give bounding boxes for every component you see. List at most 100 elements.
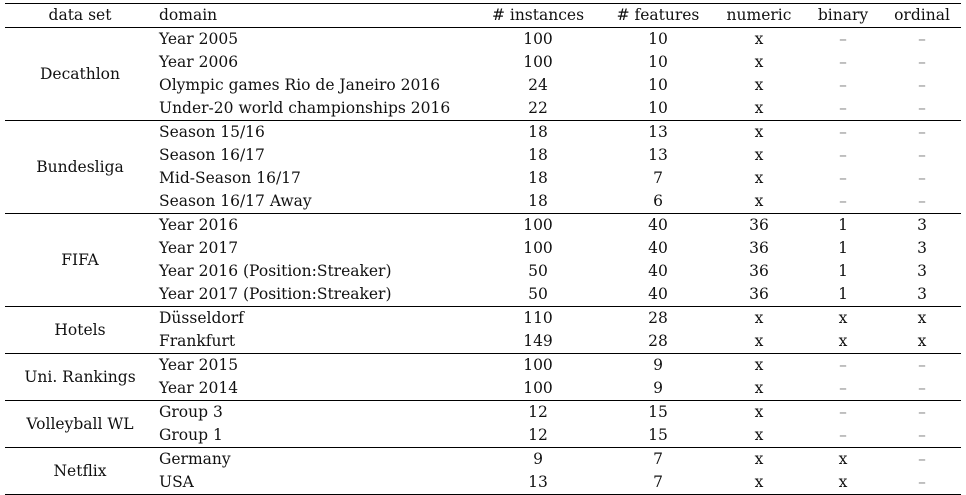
instances-cell: 12 — [528, 403, 548, 421]
table-row: Mid-Season 16/17 18 7 x – – — [5, 167, 961, 190]
numeric-cell: x — [754, 426, 764, 444]
dataset-group: FIFA Year 2016 100 40 36 1 3 Year 2017 100 40 36 1 3… — [5, 214, 961, 307]
table-row: Group 1 12 15 x – – — [5, 424, 961, 448]
domain-cell: Olympic games Rio de Janeiro 2016 — [159, 76, 441, 94]
domain-cell: Frankfurt — [159, 332, 236, 350]
features-cell: 15 — [648, 403, 668, 421]
ordinal-cell: – — [918, 30, 926, 48]
instances-cell: 50 — [528, 262, 548, 280]
binary-cell: – — [839, 169, 847, 187]
domain-cell: Düsseldorf — [159, 309, 244, 327]
features-cell: 9 — [653, 356, 663, 374]
instances-cell: 50 — [528, 285, 548, 303]
dataset-group: Netflix Germany 9 7 x x – USA 13 7 x x – — [5, 448, 961, 495]
binary-cell: x — [838, 309, 848, 327]
table-row: Year 2006 100 10 x – – — [5, 51, 961, 74]
features-cell: 7 — [653, 473, 663, 491]
table-row: Season 16/17 18 13 x – – — [5, 144, 961, 167]
binary-cell: – — [839, 426, 847, 444]
instances-cell: 100 — [523, 356, 553, 374]
ordinal-cell: – — [918, 356, 926, 374]
domain-cell: Year 2014 — [159, 379, 239, 397]
numeric-cell: x — [754, 332, 764, 350]
dataset-table: data set domain # instances # features n… — [5, 3, 961, 495]
instances-cell: 100 — [523, 379, 553, 397]
table-row: Olympic games Rio de Janeiro 2016 24 10 x – – — [5, 74, 961, 97]
domain-cell: Mid-Season 16/17 — [159, 169, 301, 187]
instances-cell: 18 — [528, 169, 548, 187]
binary-cell: – — [839, 146, 847, 164]
ordinal-cell: 3 — [917, 262, 927, 280]
table-row: Netflix Germany 9 7 x x – — [5, 448, 961, 480]
ordinal-cell: – — [918, 379, 926, 397]
features-cell: 9 — [653, 379, 663, 397]
features-cell: 40 — [648, 262, 668, 280]
features-cell: 40 — [648, 239, 668, 257]
numeric-cell: x — [754, 169, 764, 187]
ordinal-cell: 3 — [917, 285, 927, 303]
dataset-group: Uni. Rankings Year 2015 100 9 x – – Year 2014 10… — [5, 354, 961, 401]
features-cell: 28 — [648, 332, 668, 350]
binary-cell: – — [839, 403, 847, 421]
dataset-group: Bundesliga Season 15/16 18 13 x – – Season 16/1… — [5, 121, 961, 214]
domain-cell: Season 16/17 Away — [159, 192, 312, 210]
dataset-group: Volleyball WL Group 3 12 15 x – – Group 1 12 15 x –… — [5, 401, 961, 448]
table-header: data set domain # instances # features n… — [5, 3, 961, 28]
instances-cell: 18 — [528, 123, 548, 141]
table-row: Under-20 world championships 2016 22 10 x – – — [5, 97, 961, 121]
dataset-name: FIFA — [61, 250, 99, 269]
features-cell: 15 — [648, 426, 668, 444]
features-cell: 6 — [653, 192, 663, 210]
instances-cell: 100 — [523, 53, 553, 71]
instances-cell: 149 — [523, 332, 553, 350]
dataset-name: Decathlon — [39, 64, 120, 83]
numeric-cell: 36 — [749, 285, 769, 303]
instances-cell: 22 — [528, 99, 548, 117]
features-cell: 7 — [653, 450, 663, 468]
domain-cell: Year 2006 — [159, 53, 239, 71]
table-row: Frankfurt 149 28 x x x — [5, 330, 961, 354]
numeric-cell: x — [754, 123, 764, 141]
binary-cell: x — [838, 450, 848, 468]
binary-cell: – — [839, 76, 847, 94]
instances-cell: 12 — [528, 426, 548, 444]
domain-cell: USA — [159, 473, 194, 491]
dataset-group: Hotels Düsseldorf 110 28 x x x Frankfurt 149 28 x x… — [5, 307, 961, 354]
numeric-cell: x — [754, 53, 764, 71]
table-row: USA 13 7 x x – — [5, 471, 961, 495]
ordinal-cell: – — [918, 99, 926, 117]
features-cell: 10 — [648, 99, 668, 117]
numeric-cell: x — [754, 309, 764, 327]
instances-cell: 110 — [523, 309, 553, 327]
binary-cell: 1 — [838, 262, 848, 280]
features-cell: 10 — [648, 30, 668, 48]
binary-cell: – — [839, 379, 847, 397]
binary-cell: 1 — [838, 216, 848, 234]
table-row: Hotels Düsseldorf 110 28 x x x — [5, 307, 961, 339]
ordinal-cell: – — [918, 146, 926, 164]
features-cell: 7 — [653, 169, 663, 187]
domain-cell: Group 1 — [159, 426, 223, 444]
domain-cell: Year 2017 (Position:Streaker) — [159, 285, 392, 303]
table-row: Year 2016 (Position:Streaker) 50 40 36 1 3 — [5, 260, 961, 283]
domain-cell: Year 2017 — [159, 239, 239, 257]
instances-cell: 100 — [523, 239, 553, 257]
instances-cell: 9 — [533, 450, 543, 468]
binary-cell: x — [838, 332, 848, 350]
ordinal-cell: 3 — [917, 239, 927, 257]
features-cell: 10 — [648, 53, 668, 71]
binary-cell: – — [839, 99, 847, 117]
ordinal-cell: – — [918, 192, 926, 210]
binary-cell: – — [839, 53, 847, 71]
domain-cell: Season 16/17 — [159, 146, 265, 164]
table-row: Bundesliga Season 15/16 18 13 x – – — [5, 121, 961, 176]
numeric-cell: 36 — [749, 239, 769, 257]
features-cell: 40 — [648, 285, 668, 303]
domain-cell: Season 15/16 — [159, 123, 265, 141]
numeric-cell: x — [754, 99, 764, 117]
domain-cell: Group 3 — [159, 403, 223, 421]
numeric-cell: x — [754, 30, 764, 48]
domain-cell: Year 2016 (Position:Streaker) — [159, 262, 392, 280]
binary-cell: – — [839, 192, 847, 210]
numeric-cell: x — [754, 356, 764, 374]
